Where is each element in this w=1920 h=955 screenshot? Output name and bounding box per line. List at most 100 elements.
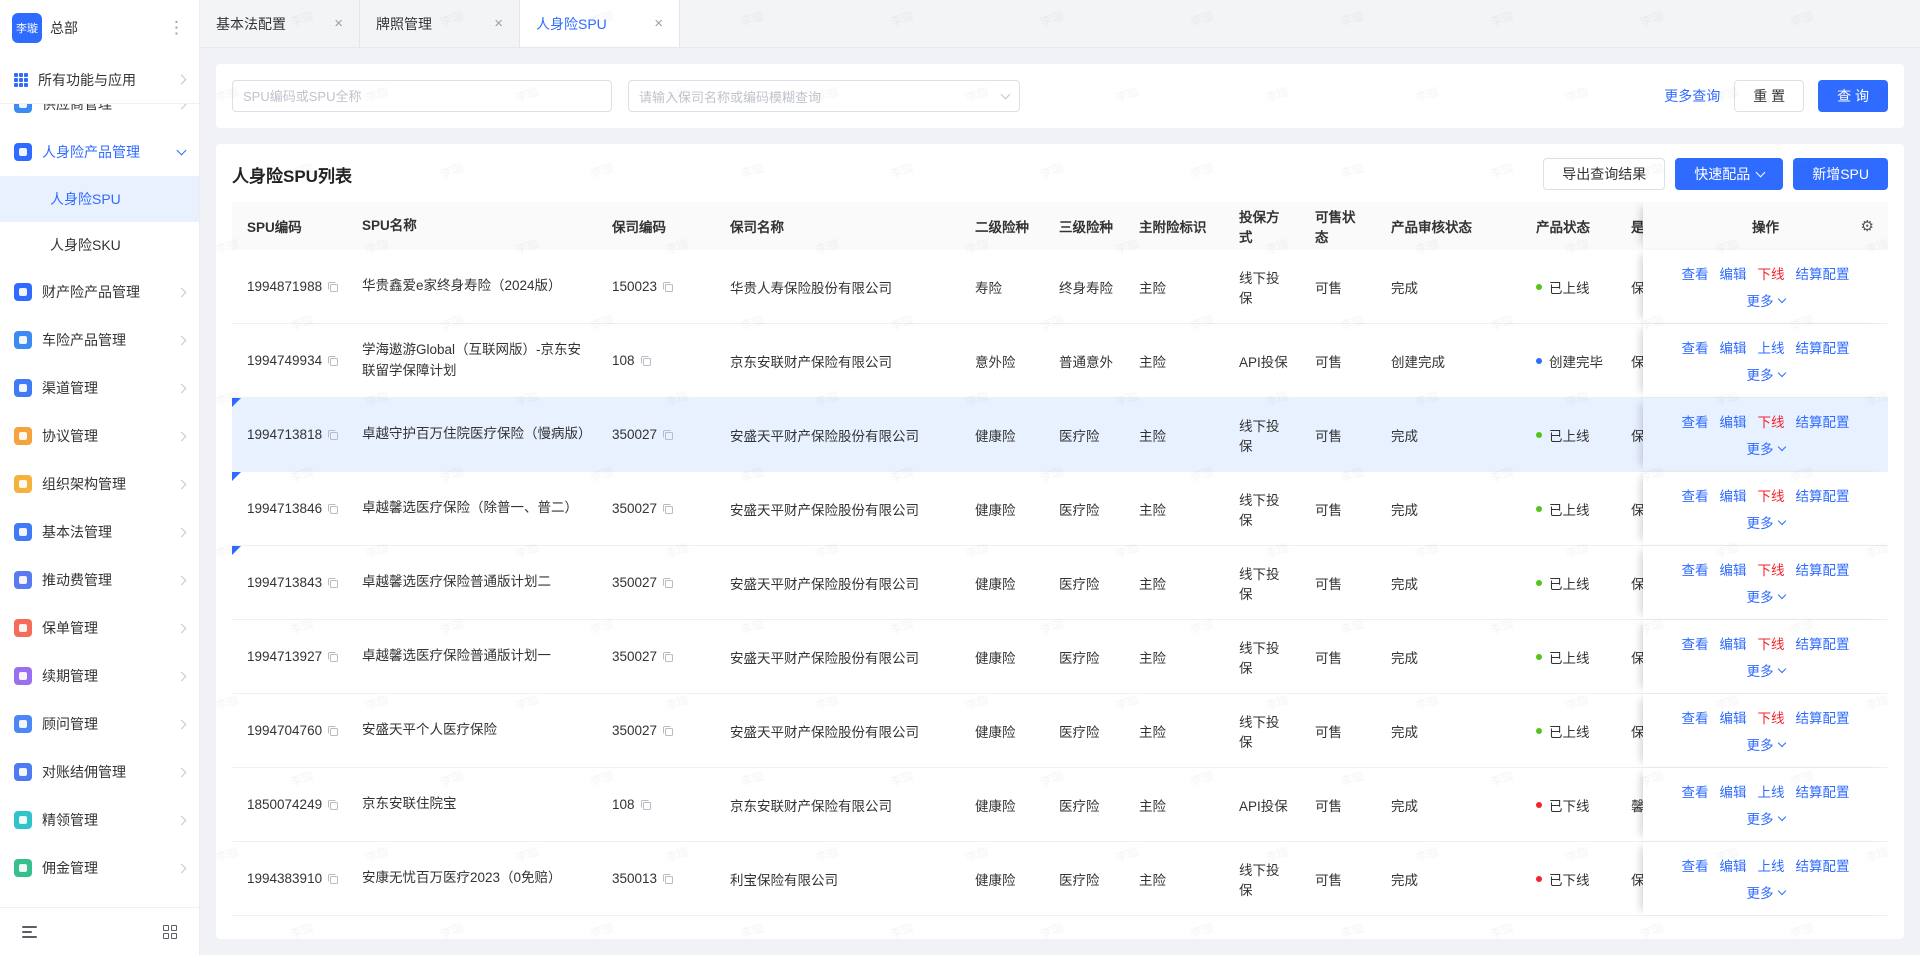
table-row[interactable]: 1994713846 卓越馨选医疗保险（除普一、普二） 350027 — [232, 472, 1888, 546]
sidebar-subitem[interactable]: 人身险SKU — [0, 222, 199, 268]
new-spu-button[interactable]: 新增SPU — [1793, 158, 1888, 190]
op-edit[interactable]: 编辑 — [1720, 781, 1747, 801]
op-more[interactable]: 更多 — [1747, 734, 1785, 754]
op-more[interactable]: 更多 — [1747, 290, 1785, 310]
sidebar-item[interactable]: 保单管理 — [0, 604, 199, 652]
copy-icon[interactable] — [662, 651, 674, 663]
sidebar-item[interactable]: 推动费管理 — [0, 556, 199, 604]
op-toggle-online[interactable]: 上线 — [1758, 781, 1785, 801]
op-view[interactable]: 查看 — [1682, 559, 1709, 579]
company-select[interactable]: 请输入保司名称或编码模糊查询 — [628, 80, 1020, 112]
sidebar-item[interactable]: 顾问管理 — [0, 700, 199, 748]
op-edit[interactable]: 编辑 — [1720, 707, 1747, 727]
copy-icon[interactable] — [662, 429, 674, 441]
op-toggle-online[interactable]: 下线 — [1758, 559, 1785, 579]
sidebar-item-partial[interactable]: 供应商管理 — [0, 104, 199, 128]
op-view[interactable]: 查看 — [1682, 411, 1709, 431]
sidebar-item[interactable]: 渠道管理 — [0, 364, 199, 412]
query-button[interactable]: 查 询 — [1818, 80, 1888, 112]
copy-icon[interactable] — [327, 873, 339, 885]
sidebar-item-all-apps[interactable]: 所有功能与应用 — [0, 56, 199, 104]
op-more[interactable]: 更多 — [1747, 882, 1785, 902]
op-view[interactable]: 查看 — [1682, 707, 1709, 727]
op-toggle-online[interactable]: 下线 — [1758, 411, 1785, 431]
copy-icon[interactable] — [662, 577, 674, 589]
grid-layout-icon[interactable] — [163, 925, 177, 939]
op-view[interactable]: 查看 — [1682, 781, 1709, 801]
op-view[interactable]: 查看 — [1682, 485, 1709, 505]
op-edit[interactable]: 编辑 — [1720, 411, 1747, 431]
op-toggle-online[interactable]: 下线 — [1758, 485, 1785, 505]
sidebar-subitem[interactable]: 人身险SPU — [0, 176, 199, 222]
op-more[interactable]: 更多 — [1747, 660, 1785, 680]
sidebar-item[interactable]: 财产险产品管理 — [0, 268, 199, 316]
table-row[interactable]: 1994704760 安盛天平个人医疗保险 350027 — [232, 694, 1888, 768]
op-settlement-config[interactable]: 结算配置 — [1796, 485, 1850, 505]
reset-button[interactable]: 重 置 — [1734, 80, 1804, 112]
sidebar-item[interactable]: 佣金管理 — [0, 844, 199, 892]
op-edit[interactable]: 编辑 — [1720, 633, 1747, 653]
op-edit[interactable]: 编辑 — [1720, 263, 1747, 283]
copy-icon[interactable] — [662, 725, 674, 737]
op-edit[interactable]: 编辑 — [1720, 337, 1747, 357]
sidebar-item[interactable]: 组织架构管理 — [0, 460, 199, 508]
op-edit[interactable]: 编辑 — [1720, 855, 1747, 875]
op-settlement-config[interactable]: 结算配置 — [1796, 707, 1850, 727]
op-settlement-config[interactable]: 结算配置 — [1796, 337, 1850, 357]
sidebar-item[interactable]: 车险产品管理 — [0, 316, 199, 364]
op-toggle-online[interactable]: 上线 — [1758, 337, 1785, 357]
copy-icon[interactable] — [327, 355, 339, 367]
sidebar-item[interactable]: 协议管理 — [0, 412, 199, 460]
collapse-icon[interactable] — [22, 926, 37, 938]
op-more[interactable]: 更多 — [1747, 586, 1785, 606]
table-row[interactable]: 1994713927 卓越馨选医疗保险普通版计划一 350027 — [232, 620, 1888, 694]
op-toggle-online[interactable]: 下线 — [1758, 263, 1785, 283]
copy-icon[interactable] — [327, 799, 339, 811]
op-view[interactable]: 查看 — [1682, 855, 1709, 875]
sidebar-item[interactable]: 续期管理 — [0, 652, 199, 700]
table-row[interactable]: 1994713818 卓越守护百万住院医疗保险（慢病版） 350027 — [232, 398, 1888, 472]
copy-icon[interactable] — [662, 873, 674, 885]
copy-icon[interactable] — [327, 725, 339, 737]
sidebar-group-life-insurance[interactable]: 人身险产品管理 — [0, 128, 199, 176]
tab-close-icon[interactable]: × — [654, 16, 663, 31]
copy-icon[interactable] — [640, 799, 652, 811]
tab[interactable]: 牌照管理 × — [360, 0, 520, 47]
spu-search-input[interactable] — [232, 80, 612, 112]
copy-icon[interactable] — [327, 429, 339, 441]
tab[interactable]: 人身险SPU × — [520, 0, 680, 47]
more-query-link[interactable]: 更多查询 — [1664, 86, 1720, 106]
kebab-menu-icon[interactable]: ⋮ — [166, 18, 187, 38]
op-settlement-config[interactable]: 结算配置 — [1796, 559, 1850, 579]
op-view[interactable]: 查看 — [1682, 263, 1709, 283]
user-avatar[interactable]: 李璇 — [12, 13, 42, 43]
op-settlement-config[interactable]: 结算配置 — [1796, 263, 1850, 283]
table-row[interactable]: 1994383910 安康无忧百万医疗2023（0免赔） 350013 — [232, 842, 1888, 916]
op-more[interactable]: 更多 — [1747, 364, 1785, 384]
copy-icon[interactable] — [640, 355, 652, 367]
copy-icon[interactable] — [327, 281, 339, 293]
op-settlement-config[interactable]: 结算配置 — [1796, 411, 1850, 431]
op-settlement-config[interactable]: 结算配置 — [1796, 781, 1850, 801]
table-row[interactable]: 1994749934 学海遨游Global（互联网版）-京东安联留学保障计划 1… — [232, 324, 1888, 398]
op-toggle-online[interactable]: 上线 — [1758, 855, 1785, 875]
copy-icon[interactable] — [662, 503, 674, 515]
op-settlement-config[interactable]: 结算配置 — [1796, 855, 1850, 875]
tab[interactable]: 基本法配置 × — [200, 0, 360, 47]
op-more[interactable]: 更多 — [1747, 512, 1785, 532]
table-row[interactable]: 1994871988 华贵鑫爱e家终身寿险（2024版） 150023 — [232, 250, 1888, 324]
sidebar-item[interactable]: 基本法管理 — [0, 508, 199, 556]
tab-close-icon[interactable]: × — [334, 16, 343, 31]
copy-icon[interactable] — [327, 503, 339, 515]
table-row[interactable]: 1850074249 京东安联住院宝 108 — [232, 768, 1888, 842]
sidebar-item[interactable]: 对账结佣管理 — [0, 748, 199, 796]
op-view[interactable]: 查看 — [1682, 337, 1709, 357]
op-more[interactable]: 更多 — [1747, 808, 1785, 828]
op-view[interactable]: 查看 — [1682, 633, 1709, 653]
sidebar-item[interactable]: 精领管理 — [0, 796, 199, 844]
op-settlement-config[interactable]: 结算配置 — [1796, 633, 1850, 653]
tab-close-icon[interactable]: × — [494, 16, 503, 31]
op-edit[interactable]: 编辑 — [1720, 485, 1747, 505]
table-row[interactable]: 1994713843 卓越馨选医疗保险普通版计划二 350027 — [232, 546, 1888, 620]
op-edit[interactable]: 编辑 — [1720, 559, 1747, 579]
